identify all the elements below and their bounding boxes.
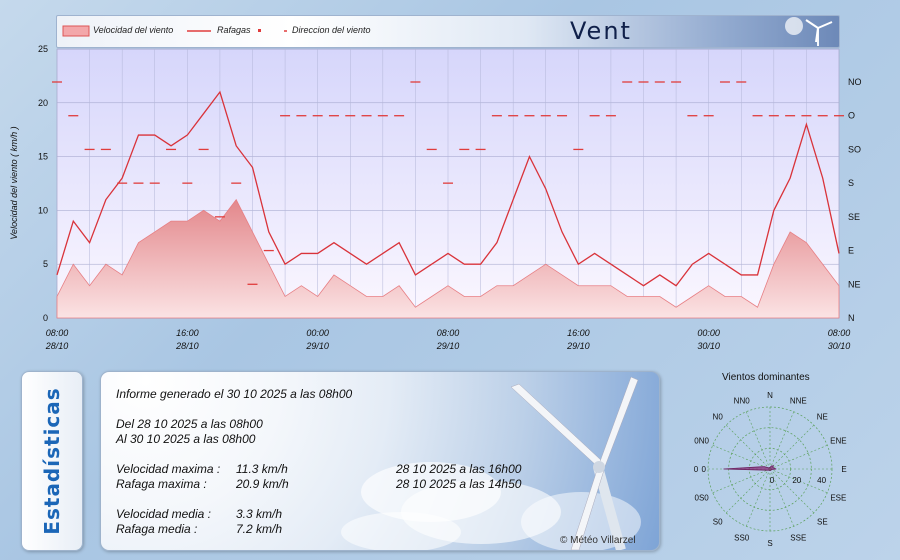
rose-spoke — [769, 424, 815, 470]
rose-spoke — [725, 468, 771, 514]
y-tick-label: 10 — [38, 205, 48, 215]
x-tick-date: 29/10 — [566, 341, 590, 351]
stat-value-mean-gust: 7.2 km/h — [236, 522, 283, 536]
x-tick-date: 29/10 — [305, 341, 329, 351]
rose-scale-label: 0 — [770, 476, 775, 485]
rose-polygon — [723, 465, 777, 471]
stat-label-max-speed: Velocidad maxima : — [116, 462, 221, 476]
y-tick-label: 25 — [38, 44, 48, 54]
rose-direction-label: N0 — [713, 413, 724, 422]
legend-label-speed: Velocidad del viento — [93, 25, 174, 35]
stat-label-mean-speed: Velocidad media : — [116, 507, 211, 521]
rose-direction-label: E — [841, 465, 846, 474]
right-tick-label: O — [848, 111, 855, 121]
right-tick-label: SO — [848, 144, 861, 154]
x-tick-date: 29/10 — [436, 341, 460, 351]
rose-direction-label: NNE — [790, 397, 807, 406]
legend-swatch-dir-dot — [258, 29, 261, 32]
y-tick-label: 15 — [38, 152, 48, 162]
right-axis-ticks: N NE E SE S SO O NO — [848, 77, 862, 323]
x-tick-time: 08:00 — [828, 328, 851, 338]
range-from: Del 28 10 2025 a las 08h00 — [116, 417, 263, 431]
statistics-tab[interactable]: Estadísticas — [21, 371, 83, 551]
rose-direction-label: NN0 — [734, 397, 751, 406]
credit: © Météo Villarzel — [560, 535, 636, 546]
right-tick-label: E — [848, 246, 854, 256]
rose-direction-label: S — [767, 539, 772, 548]
rose-scale-label: 20 — [792, 476, 801, 485]
rose-direction-label: 0 — [694, 465, 699, 474]
x-tick-time: 16:00 — [567, 328, 590, 338]
x-tick-time: 00:00 — [306, 328, 329, 338]
rose-direction-label: S0 — [713, 517, 723, 526]
x-tick-time: 08:00 — [46, 328, 69, 338]
legend-bar: Velocidad del viento Rafagas Direccion d… — [56, 15, 840, 48]
rose-direction-label: SS0 — [734, 533, 750, 542]
series-direction-marks — [52, 81, 844, 285]
page-title: Vent — [570, 17, 632, 45]
right-tick-label: SE — [848, 212, 860, 222]
rose-direction-label: SSE — [790, 533, 806, 542]
rose-side-label: 0 — [702, 465, 707, 474]
rose-direction-label: 0N0 — [694, 437, 709, 446]
x-tick-date: 28/10 — [45, 341, 69, 351]
x-tick-date: 30/10 — [697, 341, 720, 351]
range-to: Al 30 10 2025 a las 08h00 — [116, 432, 256, 446]
y-axis-ticks: 0 5 10 15 20 25 — [38, 44, 48, 323]
right-tick-label: NO — [848, 77, 862, 87]
rose-scale-label: 40 — [817, 476, 826, 485]
report-generated: Informe generado el 30 10 2025 a las 08h… — [116, 387, 353, 401]
rose-direction-label: N — [767, 391, 773, 400]
x-axis-ticks: 08:00 28/10 16:00 28/10 00:00 29/10 08:00 29/10… — [45, 328, 851, 351]
y-tick-label: 5 — [43, 259, 48, 269]
statistics-background-art — [341, 376, 641, 550]
rose-direction-label: ENE — [830, 437, 846, 446]
x-tick-date: 30/10 — [828, 341, 851, 351]
y-tick-label: 0 — [43, 313, 48, 323]
rose-direction-label: 0S0 — [695, 493, 710, 502]
series-gust-line — [56, 90, 840, 287]
rose-direction-label: SE — [817, 517, 828, 526]
right-tick-label: S — [848, 178, 854, 188]
rose-direction-label: ESE — [830, 493, 846, 502]
wind-rose: N NNE NE ENE E ESE SE SSE S SS0 S0 0S0 0 0N0 N0 NN0 0 20 4… — [694, 391, 847, 548]
x-tick-time: 00:00 — [697, 328, 720, 338]
rose-direction-label: NE — [817, 413, 828, 422]
wind-chart: 0 5 10 15 20 25 N NE E SE S SO O NO 08:00 28/10 16:00 2… — [9, 44, 862, 351]
statistics-tab-label: Estadísticas — [40, 387, 64, 535]
legend-swatches — [62, 25, 287, 37]
stat-label-max-gust: Rafaga maxima : — [116, 477, 207, 491]
rose-title: Vientos dominantes — [722, 372, 810, 383]
right-tick-label: NE — [848, 279, 861, 289]
series-speed-area — [56, 198, 840, 319]
stat-value-max-gust: 20.9 km/h — [236, 477, 289, 491]
legend-label-direction: Direccion del viento — [292, 25, 371, 35]
stat-when-max-speed: 28 10 2025 a las 16h00 — [396, 462, 522, 476]
stat-value-max-speed: 11.3 km/h — [236, 462, 288, 476]
stat-label-mean-gust: Rafaga media : — [116, 522, 198, 536]
turbine-logo-icon — [785, 17, 833, 46]
stat-when-max-gust: 28 10 2025 a las 14h50 — [396, 477, 522, 491]
x-tick-time: 16:00 — [176, 328, 199, 338]
statistics-panel: Informe generado el 30 10 2025 a las 08h… — [100, 371, 660, 551]
stat-value-mean-speed: 3.3 km/h — [236, 507, 283, 521]
rose-labels: N NNE NE ENE E ESE SE SSE S SS0 S0 0S0 0 0N0 N0 NN0 0 20 4… — [694, 391, 847, 548]
y-tick-label: 20 — [38, 98, 48, 108]
legend-swatch-speed — [62, 25, 90, 37]
x-tick-date: 28/10 — [175, 341, 199, 351]
legend-label-gust: Rafagas — [217, 25, 251, 35]
y-axis-label: Velocidad del viento ( km/h ) — [9, 126, 19, 239]
wind-turbine-icon — [510, 376, 639, 550]
rose-spoke — [725, 424, 771, 470]
right-tick-label: N — [848, 313, 855, 323]
x-tick-time: 08:00 — [437, 328, 460, 338]
